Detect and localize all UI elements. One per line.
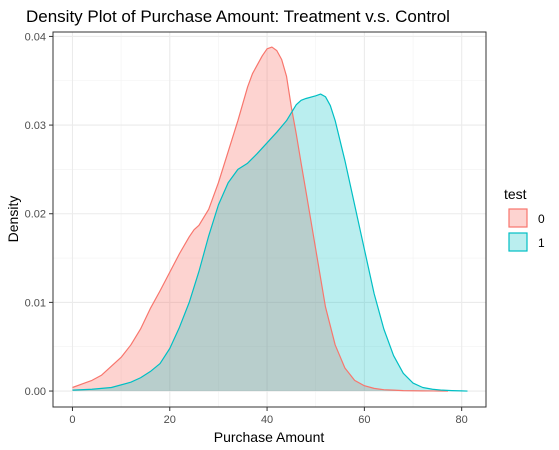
density-line-1 [72, 93, 468, 392]
density-areas [72, 46, 468, 392]
y-tick-label: 0.03 [25, 120, 46, 132]
x-axis-title: Purchase Amount [214, 429, 325, 445]
y-axis-title: Density [5, 196, 21, 243]
y-tick-label: 0.04 [25, 31, 46, 43]
legend-label-1: 1 [538, 236, 545, 250]
chart-title: Density Plot of Purchase Amount: Treatme… [26, 7, 450, 26]
x-tick-label: 80 [456, 414, 468, 426]
y-tick-label: 0.01 [25, 297, 46, 309]
x-tick-label: 60 [358, 414, 370, 426]
legend-label-0: 0 [538, 212, 545, 226]
grid [53, 32, 486, 407]
axes: 0 20 40 60 80 0.00 0.01 0.02 0.03 0.04 [25, 31, 468, 426]
legend-key-1 [508, 232, 528, 252]
legend-items: 01 [508, 208, 545, 252]
legend-key-0 [508, 208, 528, 228]
y-tick-label: 0.02 [25, 209, 46, 221]
density-area-0 [72, 47, 449, 392]
y-tick-label: 0.00 [25, 386, 46, 398]
x-tick-label: 0 [69, 414, 75, 426]
legend: test 01 [504, 186, 545, 252]
legend-title: test [504, 186, 527, 202]
panel-border [52, 31, 487, 408]
legend-key-background [508, 208, 528, 228]
density-area-1 [72, 94, 468, 392]
x-tick-label: 20 [164, 414, 176, 426]
x-tick-label: 40 [261, 414, 273, 426]
density-line-0 [72, 46, 449, 392]
legend-key-background [508, 232, 528, 252]
